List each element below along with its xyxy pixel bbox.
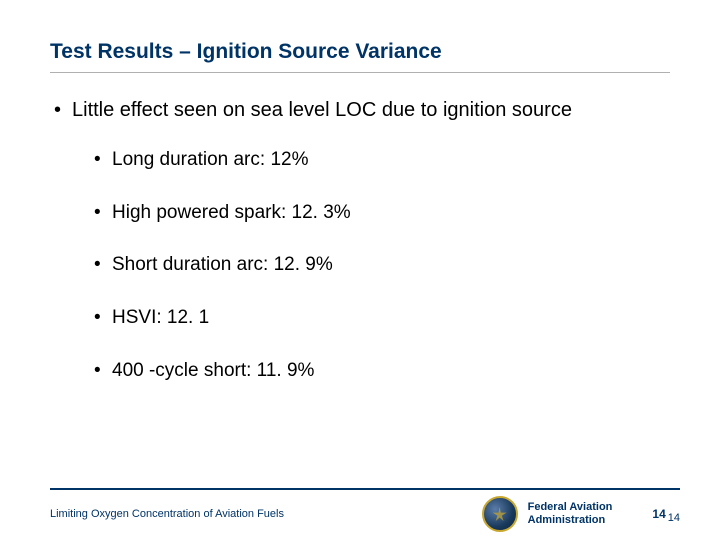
sub-bullet: HSVI: 12. 1 xyxy=(50,306,670,331)
slide-container: Test Results – Ignition Source Variance … xyxy=(0,0,720,540)
slide-title: Test Results – Ignition Source Variance xyxy=(50,40,670,73)
footer-org-line1: Federal Aviation xyxy=(528,501,613,513)
footer-divider xyxy=(50,488,680,490)
sub-bullet: High powered spark: 12. 3% xyxy=(50,201,670,226)
sub-bullet: Short duration arc: 12. 9% xyxy=(50,253,670,278)
footer-org-name: Federal Aviation Administration xyxy=(528,501,613,527)
page-number-wrap: 1414 xyxy=(652,505,680,523)
page-number-duplicate: 14 xyxy=(668,512,680,524)
faa-logo-icon xyxy=(482,496,518,532)
footer: Limiting Oxygen Concentration of Aviatio… xyxy=(0,488,720,540)
footer-org-line2: Administration xyxy=(528,514,606,526)
footer-left-text: Limiting Oxygen Concentration of Aviatio… xyxy=(50,508,482,520)
main-bullet: Little effect seen on sea level LOC due … xyxy=(50,97,670,124)
page-number: 14 xyxy=(652,507,665,521)
sub-bullet: Long duration arc: 12% xyxy=(50,148,670,173)
sub-bullet: 400 -cycle short: 11. 9% xyxy=(50,359,670,384)
